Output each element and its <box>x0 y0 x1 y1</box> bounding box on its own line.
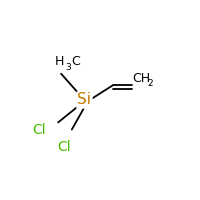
Text: CH: CH <box>133 72 151 85</box>
Text: Cl: Cl <box>57 140 71 154</box>
Text: H: H <box>54 55 64 68</box>
Text: Cl: Cl <box>32 123 46 137</box>
Text: C: C <box>71 55 80 68</box>
Text: 3: 3 <box>66 63 71 72</box>
Text: 2: 2 <box>147 79 153 88</box>
Text: Si: Si <box>77 92 91 108</box>
